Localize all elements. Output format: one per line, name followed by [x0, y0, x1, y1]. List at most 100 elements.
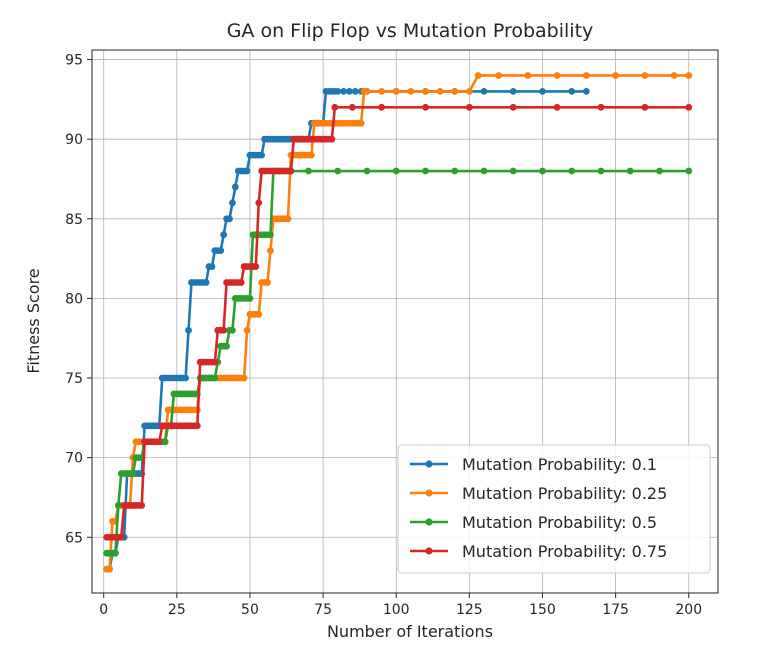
legend-swatch-marker — [425, 489, 433, 497]
data-point — [328, 135, 336, 143]
data-point — [524, 72, 532, 79]
data-point — [161, 438, 169, 446]
data-point — [582, 72, 590, 79]
data-point — [185, 326, 192, 334]
data-point — [407, 88, 415, 95]
data-point — [451, 167, 459, 175]
x-axis-label: Number of Iterations — [327, 622, 493, 641]
data-point — [284, 215, 292, 223]
legend-label: Mutation Probability: 0.1 — [462, 455, 657, 474]
series-4 — [103, 103, 693, 541]
data-point — [267, 231, 274, 239]
data-point — [685, 167, 693, 175]
legend-label: Mutation Probability: 0.75 — [462, 542, 667, 561]
data-point — [495, 72, 503, 79]
data-point — [208, 263, 216, 270]
data-point — [226, 215, 233, 223]
data-point — [211, 374, 219, 382]
data-point — [685, 103, 693, 111]
data-point — [641, 72, 649, 79]
data-point — [112, 549, 119, 557]
data-point — [138, 502, 146, 509]
data-point — [597, 103, 605, 111]
data-point — [243, 167, 251, 175]
data-point — [348, 103, 356, 111]
data-point — [474, 72, 482, 79]
data-point — [220, 231, 228, 239]
data-point — [685, 72, 693, 79]
data-point — [346, 88, 353, 95]
data-point — [568, 88, 576, 95]
y-axis-label: Fitness Score — [24, 268, 43, 373]
data-point — [106, 565, 113, 573]
y-tick-label: 90 — [65, 132, 83, 148]
data-point — [255, 199, 263, 207]
data-point — [117, 533, 125, 541]
data-point — [539, 167, 546, 175]
legend-swatch-marker — [425, 518, 433, 526]
data-point — [509, 88, 517, 95]
x-tick-label: 100 — [383, 602, 410, 618]
data-point — [465, 103, 473, 111]
data-point — [626, 167, 634, 175]
data-point — [539, 88, 546, 95]
data-point — [641, 103, 649, 111]
data-point — [237, 279, 245, 286]
data-point — [334, 88, 342, 95]
data-point — [480, 88, 488, 95]
data-point — [114, 502, 122, 509]
ticks: 0 25 50 75 100 125 150 175 200 65 70 75 80 85 90 95 — [65, 53, 702, 618]
data-point — [436, 88, 444, 95]
data-point — [264, 279, 271, 286]
data-point — [422, 88, 429, 95]
data-point — [129, 470, 137, 477]
data-point — [422, 167, 429, 175]
data-point — [202, 279, 210, 286]
legend: Mutation Probability: 0.1 Mutation Probab… — [397, 444, 711, 574]
data-point — [357, 119, 365, 127]
x-tick-label: 75 — [314, 602, 332, 618]
y-tick-label: 65 — [65, 530, 83, 546]
legend-swatch-marker — [425, 547, 433, 555]
data-point — [231, 183, 239, 191]
data-point — [252, 263, 260, 270]
x-tick-label: 200 — [675, 602, 702, 618]
data-point — [392, 88, 400, 95]
x-tick-label: 150 — [529, 602, 556, 618]
legend-label: Mutation Probability: 0.25 — [462, 484, 667, 503]
data-point — [582, 88, 590, 95]
data-point — [340, 88, 347, 95]
data-point — [363, 167, 371, 175]
data-point — [211, 358, 219, 366]
data-point — [378, 103, 385, 111]
data-point — [509, 103, 517, 111]
data-point — [331, 103, 339, 111]
data-point — [363, 88, 371, 95]
data-point — [351, 88, 359, 95]
data-point — [267, 247, 274, 255]
data-point — [258, 151, 266, 159]
data-point — [334, 167, 342, 175]
x-tick-label: 50 — [241, 602, 259, 618]
data-point — [305, 167, 312, 175]
data-point — [229, 326, 236, 334]
x-tick-label: 175 — [602, 602, 629, 618]
series-layer — [103, 72, 693, 573]
data-point — [568, 167, 576, 175]
y-tick-label: 70 — [65, 451, 83, 467]
x-tick-label: 0 — [99, 602, 108, 618]
x-tick-label: 25 — [168, 602, 186, 618]
data-point — [553, 72, 561, 79]
data-point — [465, 88, 473, 95]
data-point — [182, 374, 190, 382]
data-point — [480, 167, 488, 175]
data-point — [509, 167, 517, 175]
data-point — [246, 295, 254, 302]
legend-box — [397, 444, 711, 574]
x-tick-label: 125 — [456, 602, 483, 618]
data-point — [193, 422, 201, 430]
data-point — [612, 72, 620, 79]
legend-label: Mutation Probability: 0.5 — [462, 513, 657, 532]
data-point — [392, 167, 400, 175]
